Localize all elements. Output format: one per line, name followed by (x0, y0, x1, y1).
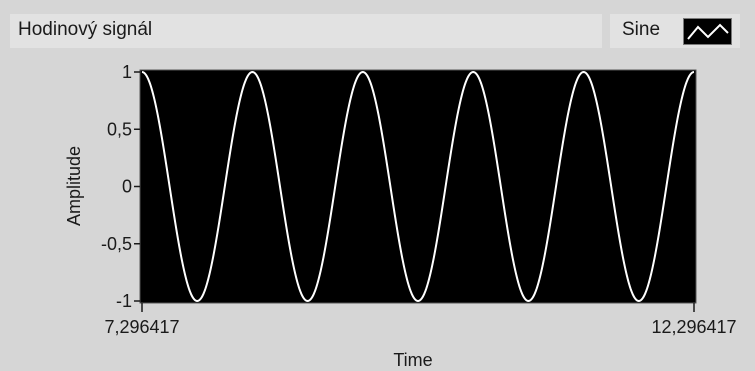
title-bar (10, 14, 602, 48)
y-axis: 1 0,5 0 -0,5 -1 (101, 62, 140, 311)
plot-area (139, 69, 697, 304)
legend-label-sine: Sine (622, 19, 661, 40)
y-axis-label: Amplitude (64, 146, 84, 226)
sine-wave-icon (687, 23, 729, 40)
y-tick-label: -0,5 (101, 234, 132, 254)
y-tick-label: 1 (122, 62, 132, 82)
y-tick-label: -1 (116, 291, 132, 311)
legend-swatch[interactable] (683, 18, 732, 45)
x-axis-label: Time (393, 350, 432, 370)
x-axis: 7,296417 12,296417 (104, 303, 737, 337)
x-tick-label: 7,296417 (104, 317, 179, 337)
y-tick-label: 0 (122, 177, 132, 197)
x-tick-label: 12,296417 (651, 317, 736, 337)
series-line-sine (141, 70, 695, 303)
plot-title: Hodinový signál (18, 19, 153, 40)
y-tick-label: 0,5 (107, 119, 132, 139)
